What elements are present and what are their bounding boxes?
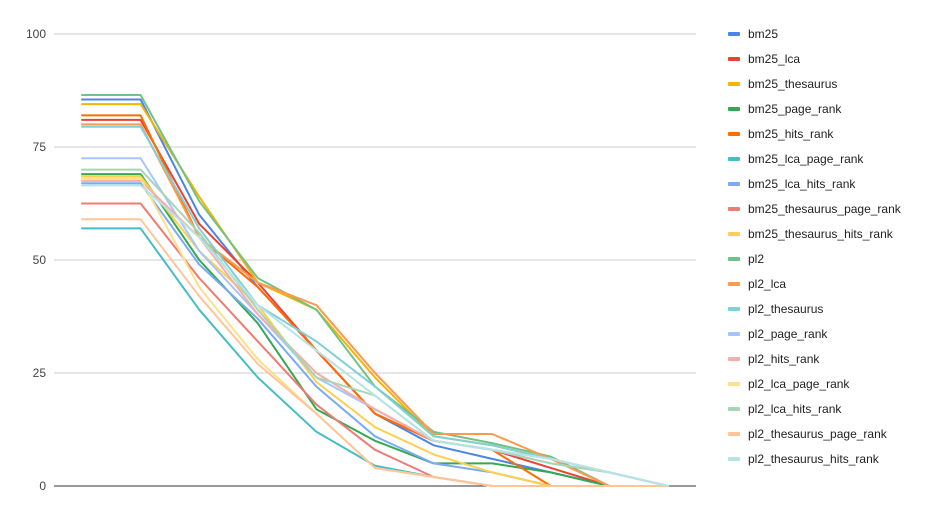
y-tick-label: 75 — [33, 140, 47, 154]
series-lines — [81, 94, 669, 487]
legend-label: pl2_thesaurus_hits_rank — [748, 452, 880, 466]
legend-swatch — [728, 307, 740, 311]
legend-swatch — [728, 232, 740, 236]
series-line-bm25-thesaurus — [81, 103, 669, 487]
legend-label: pl2_lca_hits_rank — [748, 402, 842, 416]
legend-label: pl2_thesaurus_page_rank — [748, 427, 888, 441]
y-axis-tick-labels: 0 25 50 75 100 — [26, 27, 46, 493]
legend-label: bm25_hits_rank — [748, 127, 834, 141]
y-tick-label: 50 — [33, 253, 47, 267]
y-tick-label: 0 — [39, 479, 46, 493]
legend-swatch — [728, 407, 740, 411]
series-line-pl2-thesaurus-hits-rank — [81, 184, 669, 487]
legend-label: bm25_lca_hits_rank — [748, 177, 856, 191]
legend-label: pl2_lca — [748, 277, 786, 291]
legend-swatch — [728, 107, 740, 111]
legend-label: bm25_thesaurus_page_rank — [748, 202, 902, 216]
series-line-bm25-page-rank — [81, 173, 669, 487]
legend-swatch — [728, 182, 740, 186]
legend-label: bm25_thesaurus — [748, 77, 837, 91]
legend-label: bm25_lca_page_rank — [748, 152, 864, 166]
series-line-pl2-thesaurus-page-rank — [81, 218, 669, 487]
legend-swatch — [728, 457, 740, 461]
legend-swatch — [728, 157, 740, 161]
legend-label: pl2_lca_page_rank — [748, 377, 850, 391]
legend-label: pl2 — [748, 252, 764, 266]
series-line-bm25-thesaurus-page-rank — [81, 202, 669, 487]
legend-swatch — [728, 82, 740, 86]
series-line-pl2-lca — [81, 123, 669, 487]
legend-label: bm25_page_rank — [748, 102, 842, 116]
series-line-bm25-lca-page-rank — [81, 227, 669, 487]
legend-label: pl2_hits_rank — [748, 352, 820, 366]
legend-swatch — [728, 357, 740, 361]
legend-label: bm25_lca — [748, 52, 800, 66]
y-tick-label: 100 — [26, 27, 46, 41]
legend-swatch — [728, 32, 740, 36]
legend-swatch — [728, 432, 740, 436]
legend-swatch — [728, 282, 740, 286]
legend-label: pl2_thesaurus — [748, 302, 823, 316]
legend-swatch — [728, 382, 740, 386]
legend-label: bm25_thesaurus_hits_rank — [748, 227, 894, 241]
legend-swatch — [728, 132, 740, 136]
legend-swatch — [728, 257, 740, 261]
y-tick-label: 25 — [33, 366, 47, 380]
gridlines — [54, 33, 696, 487]
legend-label: bm25 — [748, 27, 778, 41]
legend-label: pl2_page_rank — [748, 327, 828, 341]
legend-swatch — [728, 332, 740, 336]
legend: bm25 bm25_lca bm25_thesaurus bm25_page_rank… — [728, 27, 902, 466]
legend-swatch — [728, 57, 740, 61]
legend-swatch — [728, 207, 740, 211]
